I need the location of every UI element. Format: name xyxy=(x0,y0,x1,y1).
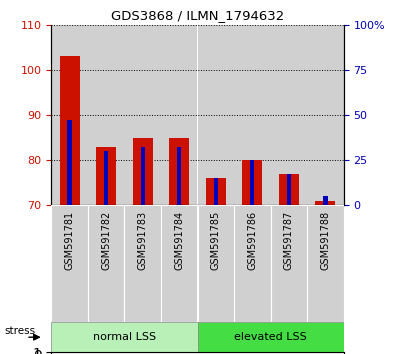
Bar xyxy=(104,151,108,205)
Bar xyxy=(234,25,271,205)
Bar xyxy=(60,56,80,205)
Text: stress: stress xyxy=(5,326,36,336)
Bar xyxy=(133,138,153,205)
Bar xyxy=(88,25,124,205)
Bar xyxy=(96,147,116,205)
Text: GSM591781: GSM591781 xyxy=(65,211,75,270)
Bar xyxy=(206,178,226,205)
Bar xyxy=(315,201,335,205)
Text: GSM591787: GSM591787 xyxy=(284,211,294,270)
Text: GSM591788: GSM591788 xyxy=(320,211,330,270)
Bar xyxy=(141,147,145,205)
Bar xyxy=(124,205,161,322)
Bar xyxy=(307,25,344,205)
Text: GSM591782: GSM591782 xyxy=(101,211,111,270)
Bar xyxy=(124,25,161,205)
Bar xyxy=(177,147,181,205)
Bar xyxy=(323,196,327,205)
Bar xyxy=(271,205,307,322)
Text: GSM591784: GSM591784 xyxy=(174,211,184,270)
Bar xyxy=(242,160,262,205)
Bar xyxy=(51,322,198,352)
Text: GSM591786: GSM591786 xyxy=(247,211,257,270)
Bar xyxy=(271,25,307,205)
Title: GDS3868 / ILMN_1794632: GDS3868 / ILMN_1794632 xyxy=(111,9,284,22)
Bar xyxy=(198,322,344,352)
Text: normal LSS: normal LSS xyxy=(93,332,156,342)
Bar xyxy=(88,205,124,322)
Bar xyxy=(51,205,88,322)
Bar xyxy=(198,25,234,205)
Bar xyxy=(234,205,271,322)
Text: GSM591785: GSM591785 xyxy=(211,211,221,270)
Bar xyxy=(198,205,234,322)
Bar xyxy=(161,25,198,205)
Bar xyxy=(279,174,299,205)
Bar xyxy=(68,120,72,205)
Bar xyxy=(169,138,189,205)
Text: GSM591783: GSM591783 xyxy=(138,211,148,270)
Bar xyxy=(51,25,88,205)
Bar xyxy=(214,178,218,205)
Bar xyxy=(250,160,254,205)
Bar xyxy=(161,205,198,322)
Bar xyxy=(287,174,291,205)
Bar xyxy=(307,205,344,322)
Text: elevated LSS: elevated LSS xyxy=(234,332,307,342)
